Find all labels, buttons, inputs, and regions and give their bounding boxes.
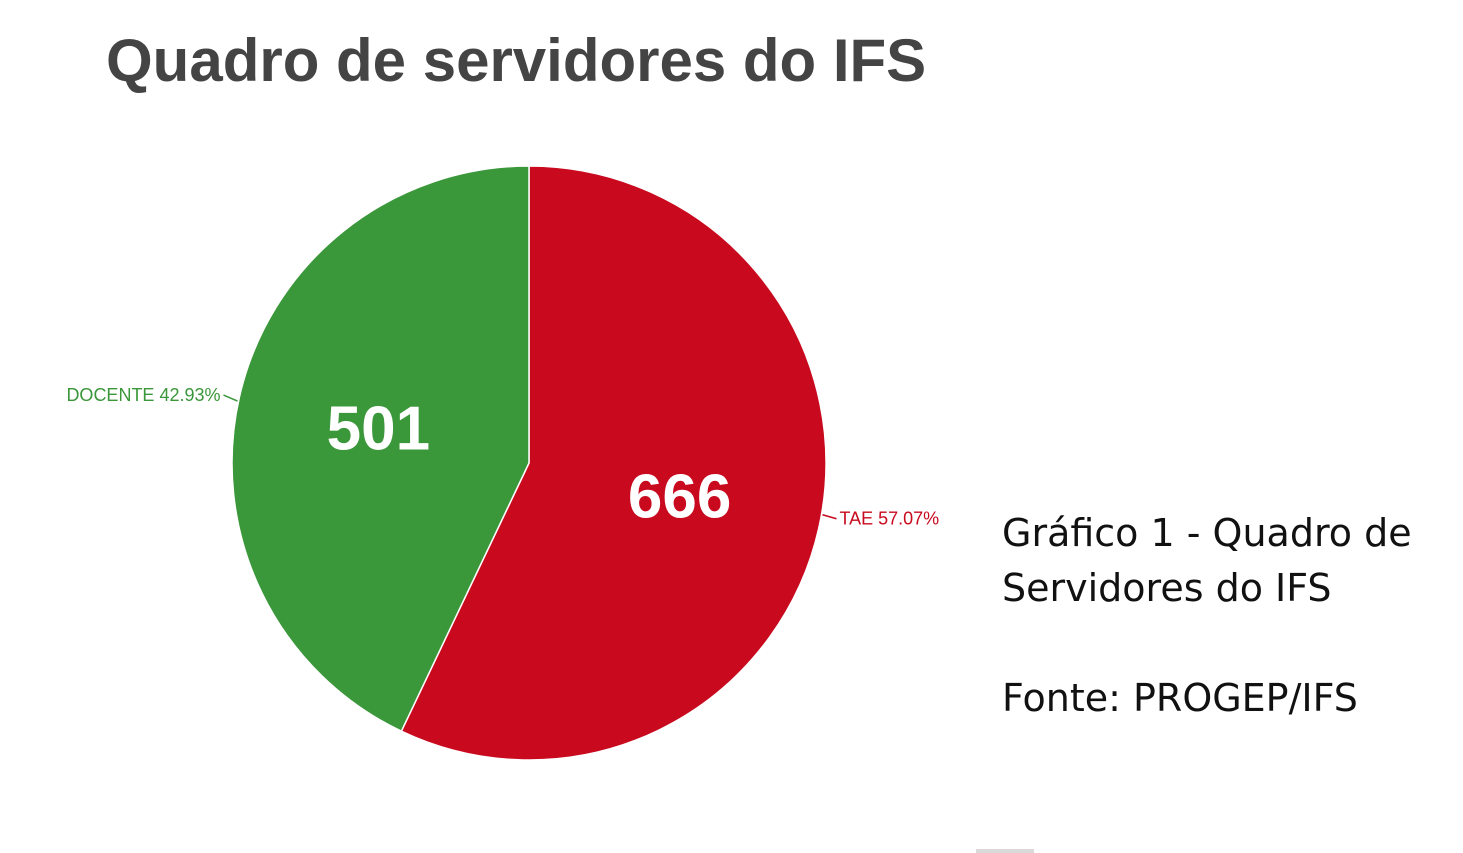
- decorative-mark: [976, 849, 1034, 853]
- chart-title: Quadro de servidores do IFS: [106, 27, 927, 94]
- pie-slice-docente: [231, 165, 530, 733]
- slice-label-docente: DOCENTE 42.93%: [66, 385, 220, 405]
- caption-source: Fonte: PROGEP/IFS: [1002, 676, 1358, 720]
- caption-line-2: Servidores do IFS: [1002, 566, 1332, 610]
- chart-caption: Gráfico 1 - Quadro de Servidores do IFS …: [1002, 506, 1412, 726]
- slice-value-tae: 666: [628, 463, 731, 532]
- pie-slice-tae: [400, 165, 827, 761]
- leader-line-tae: [822, 514, 837, 520]
- slice-value-docente: 501: [327, 394, 430, 463]
- caption-line-1: Gráfico 1 - Quadro de: [1002, 511, 1412, 555]
- slice-label-tae: TAE 57.07%: [839, 509, 939, 529]
- leader-line-docente: [223, 394, 238, 402]
